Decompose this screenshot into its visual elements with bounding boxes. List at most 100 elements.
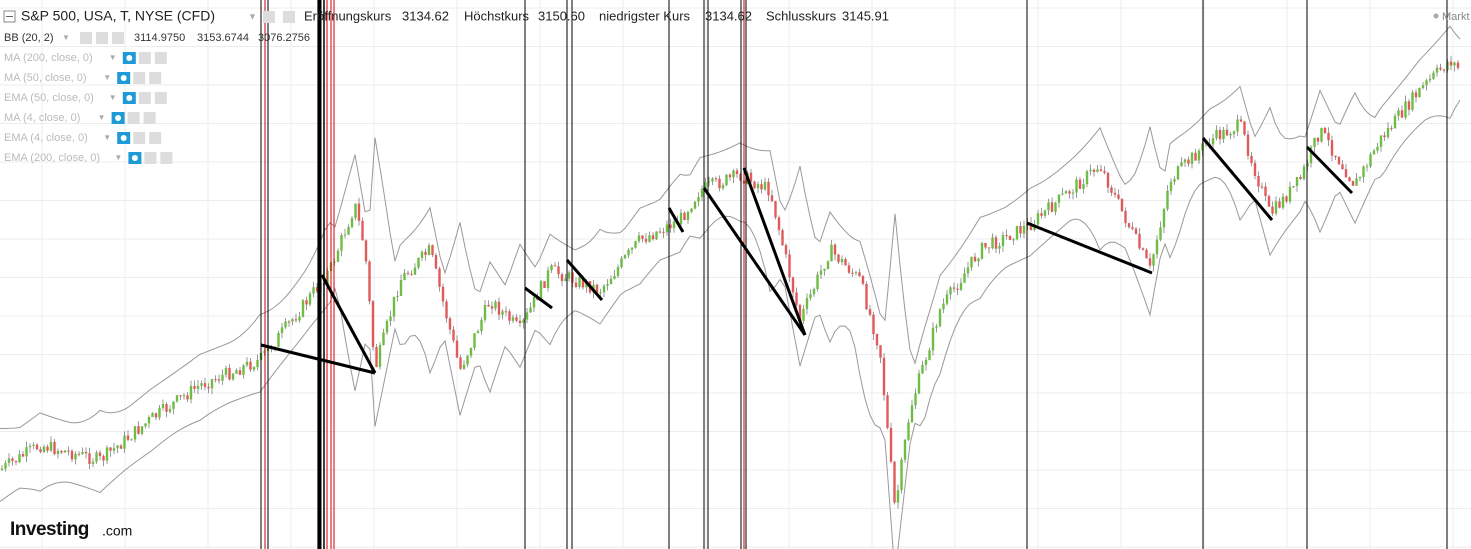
settings-icon[interactable]: [138, 92, 151, 104]
candle: [770, 195, 774, 202]
candle: [214, 379, 217, 381]
logo: Investing .com: [10, 519, 132, 540]
candle: [1358, 177, 1362, 179]
candle: [427, 245, 431, 255]
dropdown[interactable]: ▼: [103, 133, 111, 142]
quote-label: Schlusskurs: [766, 8, 837, 23]
candle: [1117, 194, 1120, 199]
dropdown[interactable]: ▼: [103, 73, 111, 82]
candle: [1299, 177, 1302, 180]
candle: [669, 224, 672, 229]
candle: [1120, 198, 1124, 211]
trend-line: [742, 167, 807, 336]
quote-value: 3134.62: [402, 8, 449, 23]
candle: [1225, 129, 1229, 136]
candle: [347, 226, 350, 235]
candle: [931, 327, 935, 351]
candle: [973, 256, 977, 262]
market-dot: [1433, 13, 1439, 19]
dropdown[interactable]: ▼: [109, 93, 117, 102]
indicator-value: 3076.2756: [258, 32, 310, 44]
candle: [182, 395, 186, 397]
candle: [452, 329, 455, 341]
candle: [522, 319, 525, 324]
dropdown[interactable]: ▼: [98, 113, 106, 122]
close-icon[interactable]: [149, 72, 162, 84]
candle: [11, 458, 14, 461]
candle: [382, 332, 385, 346]
settings-icon[interactable]: [138, 52, 151, 64]
vertical-lines: [260, 0, 1448, 549]
candle: [91, 461, 95, 464]
candle: [956, 288, 959, 290]
candle: [991, 237, 994, 249]
settings-icon[interactable]: [133, 132, 146, 144]
candle: [1036, 213, 1040, 225]
candle: [1390, 128, 1393, 130]
trend-line: [667, 207, 685, 233]
candle: [1414, 92, 1418, 98]
close-icon[interactable]: [154, 92, 167, 104]
trend-line: [1305, 145, 1354, 195]
candle: [172, 401, 175, 410]
candle: [1365, 166, 1369, 168]
candle: [238, 370, 242, 375]
candle: [235, 370, 238, 374]
candle: [1190, 152, 1194, 164]
close-icon[interactable]: [149, 132, 162, 144]
candle: [424, 251, 427, 255]
icon[interactable]: [96, 32, 108, 44]
candle: [315, 287, 319, 292]
candle: [74, 453, 77, 460]
icon[interactable]: [112, 32, 124, 44]
candle: [1001, 235, 1005, 246]
candle: [154, 413, 158, 418]
dropdown[interactable]: ▼: [109, 53, 117, 62]
candle: [1057, 194, 1061, 203]
candle: [469, 347, 473, 356]
settings-icon[interactable]: [127, 112, 140, 124]
settings-icon[interactable]: [133, 72, 146, 84]
candle: [942, 303, 945, 310]
candle: [851, 272, 854, 274]
candle: [980, 242, 984, 259]
dropdown[interactable]: ▼: [114, 153, 122, 162]
candle: [641, 235, 644, 239]
indicator-label: MA (200, close, 0): [4, 52, 93, 64]
close-icon[interactable]: [160, 152, 173, 164]
candle: [256, 359, 259, 368]
candle: [25, 447, 28, 457]
candle: [434, 255, 438, 269]
icon[interactable]: [283, 11, 295, 23]
close-icon[interactable]: [143, 112, 156, 124]
candle: [623, 255, 627, 259]
candle: [504, 311, 508, 313]
candle: [802, 308, 805, 321]
icon[interactable]: [263, 11, 275, 23]
candle: [1320, 127, 1323, 142]
candle: [525, 312, 529, 320]
candle: [1253, 162, 1257, 176]
indicator-label: EMA (50, close, 0): [4, 92, 94, 104]
candle: [732, 170, 735, 178]
candle: [1096, 169, 1099, 172]
dropdown[interactable]: ▼: [62, 33, 70, 42]
quote-label: niedrigster Kurs: [599, 8, 691, 23]
candle: [336, 250, 340, 262]
trend-line: [260, 343, 376, 375]
close-icon[interactable]: [154, 52, 167, 64]
candle: [1425, 80, 1428, 86]
candle: [39, 449, 42, 452]
candle: [1106, 172, 1110, 188]
settings-icon[interactable]: [144, 152, 157, 164]
candle: [1393, 115, 1397, 129]
dropdown[interactable]: ▼: [248, 11, 257, 21]
candle: [784, 245, 788, 255]
candle: [714, 178, 718, 180]
candle: [1257, 175, 1260, 187]
icon[interactable]: [80, 32, 92, 44]
candle: [385, 321, 389, 333]
candle: [1302, 166, 1306, 180]
candle: [490, 306, 494, 309]
